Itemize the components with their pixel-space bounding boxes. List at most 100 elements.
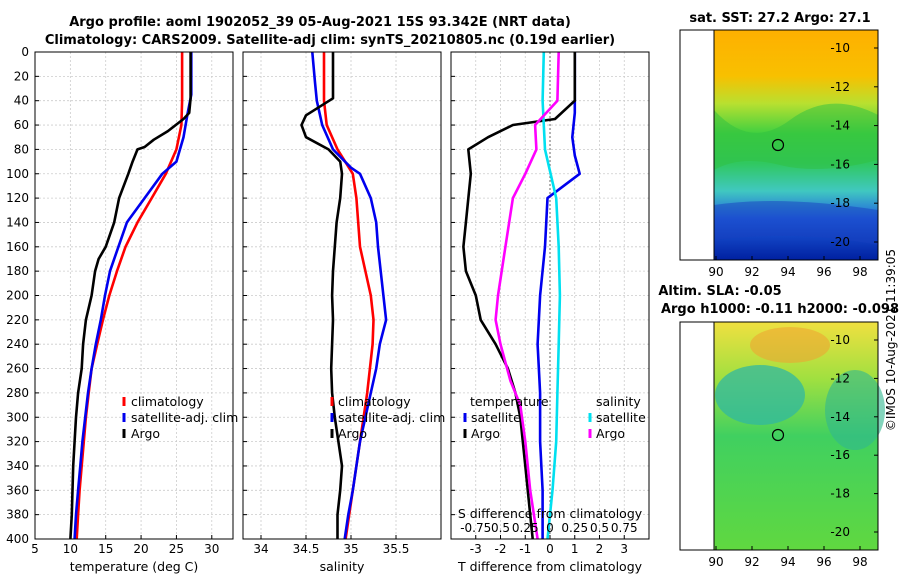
depth-tick-label: 160 — [6, 240, 29, 254]
sla-map: Altim. SLA: -0.05 Argo h1000: -0.11 h200… — [658, 284, 899, 569]
depth-tick-label: 60 — [14, 118, 29, 132]
salinity-x-ticks: 34 34.5 35 35.5 — [253, 535, 409, 556]
difference-legend: temperature satellite Argo salinity sate… — [463, 394, 646, 441]
legend-argo: Argo — [131, 426, 160, 441]
map-y-tick-label: -12 — [830, 371, 850, 385]
difference-grid — [451, 51, 649, 540]
depth-tick-label: 200 — [6, 289, 29, 303]
legend-s-satellite: satellite — [596, 410, 646, 425]
salinity-diff-tick-label: 0.5 — [491, 521, 510, 535]
x-tick-label: 10 — [63, 542, 78, 556]
temperature-panel: 5 10 15 20 25 30 temperature (deg C) climatol… — [31, 51, 238, 574]
depth-tick-label: 20 — [14, 69, 29, 83]
map-x-tick-label: 92 — [744, 265, 759, 279]
salinity-grid — [243, 51, 441, 540]
depth-tick-label: 220 — [6, 313, 29, 327]
x-tick-label: -1 — [519, 542, 531, 556]
map-y-tick-label: -16 — [830, 157, 850, 171]
map-y-tick-label: -10 — [830, 333, 850, 347]
depth-tick-label: 100 — [6, 167, 29, 181]
sst-map-title: sat. SST: 27.2 Argo: 27.1 — [689, 11, 870, 26]
argo-location-marker — [771, 138, 785, 152]
x-tick-label: 0 — [546, 542, 554, 556]
series-line-temperature-satellite — [536, 52, 582, 539]
difference-x-ticks: -3 -2 -1 0 1 2 3 — [470, 535, 628, 556]
map-x-tick-label: 96 — [816, 555, 831, 569]
map-y-tick-label: -18 — [830, 487, 850, 501]
salinity-diff-xlabel: S difference from climatology — [458, 506, 643, 521]
legend-t-satellite: satellite — [471, 410, 521, 425]
map-x-tick-label: 94 — [780, 555, 795, 569]
series-line-salinity-satellite — [541, 52, 562, 539]
chart-title-line2: Climatology: CARS2009. Satellite-adj cli… — [45, 33, 615, 48]
depth-tick-label: 260 — [6, 362, 29, 376]
legend-t-argo: Argo — [471, 426, 500, 441]
series-line-satellite-adj-clim — [311, 52, 388, 539]
depth-tick-label: 40 — [14, 94, 29, 108]
map-y-tick-label: -14 — [830, 119, 850, 133]
x-tick-label: 35.5 — [383, 542, 410, 556]
x-tick-label: 2 — [596, 542, 604, 556]
map-y-tick-label: -20 — [830, 525, 850, 539]
map-x-tick-label: 96 — [816, 265, 831, 279]
series-line-argo — [69, 52, 192, 539]
series-line-climatology — [75, 52, 184, 539]
depth-tick-label: 120 — [6, 191, 29, 205]
salinity-lines — [300, 52, 388, 539]
salinity-diff-tick-label: 0 — [546, 521, 554, 535]
legend-salinity-title: salinity — [596, 394, 641, 409]
depth-tick-label: 300 — [6, 410, 29, 424]
x-tick-label: -2 — [495, 542, 507, 556]
salinity-diff-tick-label: -0.75 — [460, 521, 491, 535]
depth-tick-label: 340 — [6, 459, 29, 473]
depth-tick-label: 380 — [6, 508, 29, 522]
map-y-tick-label: -12 — [830, 80, 850, 94]
series-line-temperature-argo — [462, 52, 577, 539]
series-line-argo — [300, 52, 344, 539]
map-x-tick-label: 94 — [780, 265, 795, 279]
x-tick-label: 25 — [169, 542, 184, 556]
salinity-diff-tick-label: 0.75 — [611, 521, 638, 535]
depth-tick-label: 80 — [14, 142, 29, 156]
legend-satellite: satellite-adj. clim — [131, 410, 238, 425]
salinity-diff-ticks: -0.75 0.5 0.25 0 0.25 0.5 0.75 — [460, 521, 637, 535]
legend-argo: Argo — [338, 426, 367, 441]
map-x-tick-label: 98 — [852, 265, 867, 279]
depth-tick-label: 140 — [6, 215, 29, 229]
map-y-tick-label: -14 — [830, 410, 850, 424]
map-x-tick-label: 92 — [744, 555, 759, 569]
salinity-diff-tick-label: 0.25 — [512, 521, 539, 535]
temperature-grid — [34, 51, 233, 540]
legend-climatology: climatology — [131, 394, 204, 409]
temperature-x-ticks: 5 10 15 20 25 30 — [31, 535, 219, 556]
x-tick-label: 34.5 — [293, 542, 320, 556]
legend-climatology: climatology — [338, 394, 411, 409]
sla-map-title: Altim. SLA: -0.05 — [658, 284, 781, 299]
depth-tick-label: 280 — [6, 386, 29, 400]
imos-credit: ©IMOS 10-Aug-2021 11:39:05 — [884, 249, 898, 431]
depth-tick-label: 400 — [6, 532, 29, 546]
x-tick-label: 35 — [343, 542, 358, 556]
legend-s-argo: Argo — [596, 426, 625, 441]
difference-panel: -3 -2 -1 0 1 2 3 T difference from climatology… — [450, 51, 650, 574]
temperature-lines — [69, 52, 193, 539]
map-x-tick-label: 90 — [708, 555, 723, 569]
depth-tick-label: 240 — [6, 337, 29, 351]
x-tick-label: 5 — [31, 542, 39, 556]
x-tick-label: 15 — [98, 542, 113, 556]
salinity-xlabel: salinity — [320, 559, 365, 574]
x-tick-label: 30 — [204, 542, 219, 556]
argo-location-marker — [771, 428, 785, 442]
depth-tick-label: 0 — [21, 45, 29, 59]
legend-temperature-title: temperature — [470, 394, 549, 409]
map-y-tick-label: -16 — [830, 448, 850, 462]
chart-title-line1: Argo profile: aoml 1902052_39 05-Aug-202… — [69, 15, 571, 30]
difference-lines — [462, 52, 582, 539]
temperature-xlabel: temperature (deg C) — [70, 559, 199, 574]
x-tick-label: 3 — [620, 542, 628, 556]
map-y-tick-label: -10 — [830, 41, 850, 55]
depth-tick-label: 320 — [6, 435, 29, 449]
x-tick-label: -3 — [470, 542, 482, 556]
depth-axis-labels: 0 20 40 60 80 100 120 140 160 180 200 220 240 260 280 3… — [6, 45, 29, 546]
